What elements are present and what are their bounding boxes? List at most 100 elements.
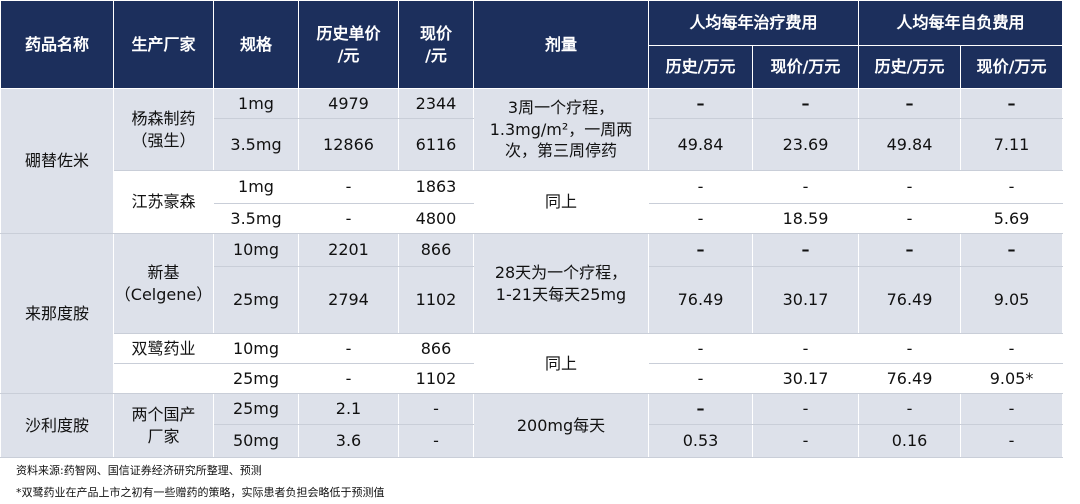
cell: 双鹭药业 [113, 333, 214, 364]
cell: – [751, 233, 860, 267]
cell: – [648, 88, 753, 119]
cell: 10mg [213, 233, 299, 267]
cell: - [858, 203, 962, 234]
cell: - [648, 170, 753, 204]
notes: 资料来源:药智网、国信证券经济研究所整理、预测 *双鹭药业在产品上市之初有一些赠… [16, 460, 385, 504]
cell: 50mg [213, 424, 299, 458]
cell: 76.49 [648, 266, 753, 334]
cell: - [960, 170, 1064, 204]
cell: 3.5mg [213, 203, 299, 234]
cell: - [398, 424, 474, 458]
cell: 2794 [298, 266, 399, 334]
note: *双鹭药业在产品上市之初有一些赠药的策略，实际患者负担会略低于预测值 [16, 486, 385, 499]
cell: 200mg每天 [473, 393, 649, 458]
cell: - [960, 333, 1064, 364]
cell: 49.84 [858, 118, 962, 171]
cell: 1102 [398, 363, 474, 394]
cell: - [648, 203, 753, 234]
cell: - [858, 393, 962, 425]
cell: 杨森制药 （强生） [113, 88, 214, 171]
cell: 49.84 [648, 118, 753, 171]
cell: 9.05* [960, 363, 1064, 394]
cell: - [751, 333, 860, 364]
cell: – [648, 233, 753, 267]
cell: - [298, 203, 399, 234]
header-cell: 现价/万元 [960, 45, 1064, 89]
cell: – [960, 233, 1064, 267]
cell: 10mg [213, 333, 299, 364]
cell: 30.17 [751, 266, 860, 334]
cell: 2201 [298, 233, 399, 267]
cell: 7.11 [960, 118, 1064, 171]
cell: 25mg [213, 393, 299, 425]
cell: - [648, 333, 753, 364]
cell: 2.1 [298, 393, 399, 425]
cell: 同上 [473, 333, 649, 394]
cell: 25mg [213, 363, 299, 394]
cell: – [960, 88, 1064, 119]
cell: 3.5mg [213, 118, 299, 171]
cell: 76.49 [858, 266, 962, 334]
cell: - [858, 333, 962, 364]
header-cell: 历史单价 /元 [298, 0, 399, 89]
note: 资料来源:药智网、国信证券经济研究所整理、预测 [16, 464, 262, 477]
cell: 23.69 [751, 118, 860, 171]
cell: – [858, 88, 962, 119]
cell: 866 [398, 233, 474, 267]
cell: 4800 [398, 203, 474, 234]
cell: - [648, 363, 753, 394]
cell: - [298, 333, 399, 364]
cell: 30.17 [751, 363, 860, 394]
cell: 6116 [398, 118, 474, 171]
cell: 3.6 [298, 424, 399, 458]
cell: 9.05 [960, 266, 1064, 334]
header-cell: 人均每年治疗费用 [647, 0, 860, 46]
header-cell: 生产厂家 [113, 0, 214, 89]
cell: 28天为一个疗程， 1-21天每天25mg [473, 233, 649, 334]
header-cell: 现价/万元 [751, 45, 860, 89]
cell: 3周一个疗程， 1.3mg/m²，一周两 次，第三周停药 [473, 88, 649, 171]
cell: 来那度胺 [0, 233, 114, 394]
empty-cell [113, 363, 214, 394]
cell: - [751, 393, 860, 425]
cell: 新基 （Celgene） [113, 233, 214, 334]
cell: 沙利度胺 [0, 393, 114, 458]
cell: 两个国产 厂家 [113, 393, 214, 458]
cell: 18.59 [751, 203, 860, 234]
cell: - [960, 424, 1064, 458]
cell: 1102 [398, 266, 474, 334]
cell: - [298, 363, 399, 394]
cell: 4979 [298, 88, 399, 119]
cell: 0.16 [858, 424, 962, 458]
header-cell: 规格 [213, 0, 299, 89]
cell: - [398, 393, 474, 425]
cell: 866 [398, 333, 474, 364]
header-cell: 历史/万元 [858, 45, 962, 89]
cell: 5.69 [960, 203, 1064, 234]
cell: 25mg [213, 266, 299, 334]
cell: - [960, 393, 1064, 425]
cell: 江苏豪森 [113, 170, 214, 234]
header-cell: 人均每年自负费用 [858, 0, 1064, 46]
header-cell: 现价 /元 [398, 0, 474, 89]
cell: - [298, 170, 399, 204]
cell: 76.49 [858, 363, 962, 394]
cell: 2344 [398, 88, 474, 119]
cell: – [648, 393, 753, 425]
cell: 同上 [473, 170, 649, 234]
cell: - [751, 170, 860, 204]
cell: 1mg [213, 170, 299, 204]
cell: 硼替佐米 [0, 88, 114, 234]
cell: 1863 [398, 170, 474, 204]
header-cell: 历史/万元 [648, 45, 753, 89]
cell: 1mg [213, 88, 299, 119]
cell: – [751, 88, 860, 119]
cell: - [751, 424, 860, 458]
cell: – [858, 233, 962, 267]
cell: - [858, 170, 962, 204]
header-cell: 剂量 [473, 0, 649, 89]
cell: 0.53 [648, 424, 753, 458]
cost-table: 药品名称 生产厂家 规格 历史单价 /元 现价 /元 剂量 人均每年治疗费用 人… [0, 0, 1064, 458]
cell: 12866 [298, 118, 399, 171]
